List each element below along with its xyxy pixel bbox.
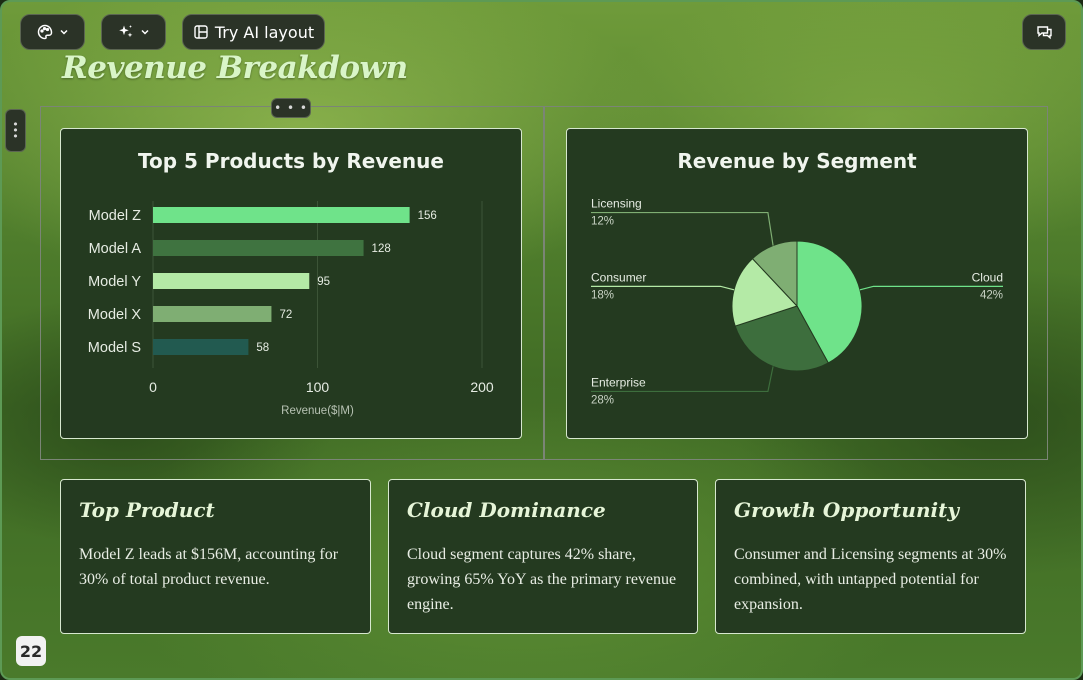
ai-assist-button[interactable]: [101, 14, 166, 50]
pie-slice: [731, 257, 798, 327]
category-label: Model S: [88, 340, 141, 356]
data-label: 156: [418, 210, 437, 222]
theme-button[interactable]: [20, 14, 85, 50]
data-label: 58: [256, 342, 269, 354]
bar: [153, 240, 364, 256]
slice-label: Cloud: [972, 270, 1003, 284]
category-label: Model Z: [89, 208, 142, 224]
insight-body: Consumer and Licensing segments at 30% c…: [734, 546, 1007, 613]
layout-icon: [194, 25, 208, 39]
try-ai-layout-button[interactable]: Try AI layout: [182, 14, 325, 50]
bar: [153, 306, 272, 322]
leader-line: [591, 366, 774, 393]
leader-line: [591, 285, 735, 291]
leader-line: [859, 285, 1003, 291]
slice-percent-label: 42%: [980, 289, 1003, 301]
slice-percent-label: 18%: [591, 289, 614, 301]
insight-card-top-product[interactable]: Top Product Model Z leads at $156M, acco…: [60, 479, 371, 634]
insight-card-growth-opportunity[interactable]: Growth Opportunity Consumer and Licensin…: [715, 479, 1026, 634]
slice-percent-label: 12%: [591, 216, 614, 228]
category-label: Model A: [89, 241, 142, 257]
insight-card-cloud-dominance[interactable]: Cloud Dominance Cloud segment captures 4…: [388, 479, 698, 634]
try-ai-layout-label: Try AI layout: [214, 22, 315, 42]
sparkle-icon: [118, 25, 132, 38]
category-label: Model Y: [88, 274, 141, 290]
pie-chart-card[interactable]: Revenue by Segment Cloud 42% Enterprise 28%…: [566, 128, 1028, 439]
resize-handle-left[interactable]: • • •: [5, 109, 26, 152]
insight-body: Cloud segment captures 42% share, growin…: [407, 546, 677, 613]
category-label: Model X: [88, 307, 142, 323]
slice-percent-label: 28%: [591, 394, 614, 406]
leader-line: [591, 211, 774, 246]
resize-handle-top[interactable]: • • •: [271, 98, 311, 118]
chevron-down-icon: [59, 29, 68, 35]
insight-title: Top Product: [79, 498, 215, 522]
bar-chart-card[interactable]: Top 5 Products by Revenue 0 100 200 Model Z…: [60, 128, 522, 439]
palette-icon: [37, 24, 52, 40]
pie-chart: Cloud 42% Enterprise 28% Consumer 18% Licensin…: [591, 197, 1003, 406]
slice-label: Licensing: [591, 197, 642, 211]
bar-chart-title: Top 5 Products by Revenue: [138, 149, 444, 173]
bar: [153, 339, 249, 355]
page-number-badge: 22: [16, 636, 46, 666]
data-label: 95: [317, 276, 330, 288]
slide-title[interactable]: Revenue Breakdown: [62, 50, 408, 86]
x-tick-label: 0: [149, 379, 157, 395]
bar-chart: 0 100 200 Model Z 156 Model A 128 Model Y 95 Mode…: [88, 201, 494, 417]
slice-label: Enterprise: [591, 375, 646, 389]
data-label: 128: [372, 243, 391, 255]
comments-button[interactable]: [1022, 14, 1066, 50]
chart-group-divider: [543, 106, 545, 460]
insight-title: Growth Opportunity: [734, 498, 959, 522]
pie-chart-title: Revenue by Segment: [677, 149, 917, 173]
x-tick-label: 100: [306, 379, 330, 395]
chevron-down-icon: [140, 29, 149, 35]
insight-title: Cloud Dominance: [407, 498, 606, 522]
bar: [153, 207, 410, 223]
insight-body: Model Z leads at $156M, accounting for 3…: [79, 546, 339, 588]
bar: [153, 273, 310, 289]
data-label: 72: [279, 309, 292, 321]
x-axis-label: Revenue($|M): [281, 405, 354, 417]
comment-icon: [1036, 26, 1052, 40]
slice-label: Consumer: [591, 270, 646, 284]
x-tick-label: 200: [470, 379, 494, 395]
